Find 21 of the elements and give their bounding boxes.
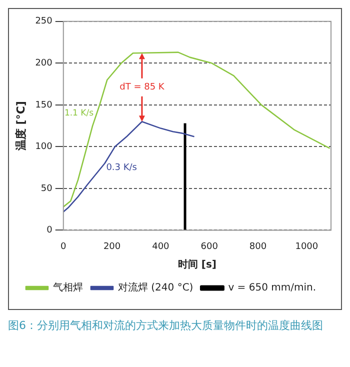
caption: 图6：分别用气相和对流的方式来加热大质量物件时的温度曲线图 xyxy=(8,318,324,333)
y-axis-title: 温度 [°C] xyxy=(14,101,28,152)
x-tick-label: 800 xyxy=(249,242,267,252)
x-tick-label: 0 xyxy=(60,242,67,252)
y-tick-label: 200 xyxy=(35,58,53,69)
legend-label: 气相焊 xyxy=(52,282,83,294)
y-tick-label: 100 xyxy=(35,142,53,152)
y-tick-label: 150 xyxy=(35,100,53,110)
annotation: dT = 85 K xyxy=(120,82,166,93)
x-tick-label: 400 xyxy=(152,242,170,252)
x-axis-title: 时间 [s] xyxy=(178,258,216,271)
legend-label: 对流焊 (240 °C) xyxy=(118,282,194,294)
annotation: 1.1 K/s xyxy=(64,108,94,118)
y-tick-label: 250 xyxy=(35,16,53,27)
x-tick-label: 200 xyxy=(103,242,121,252)
y-tick-label: 50 xyxy=(40,184,53,194)
legend-label: v = 650 mm/min. xyxy=(228,282,316,294)
y-tick-label: 0 xyxy=(46,226,53,236)
annotation: 0.3 K/s xyxy=(106,162,138,173)
x-tick-label: 1000 xyxy=(295,242,318,252)
x-tick-label: 600 xyxy=(200,242,218,252)
